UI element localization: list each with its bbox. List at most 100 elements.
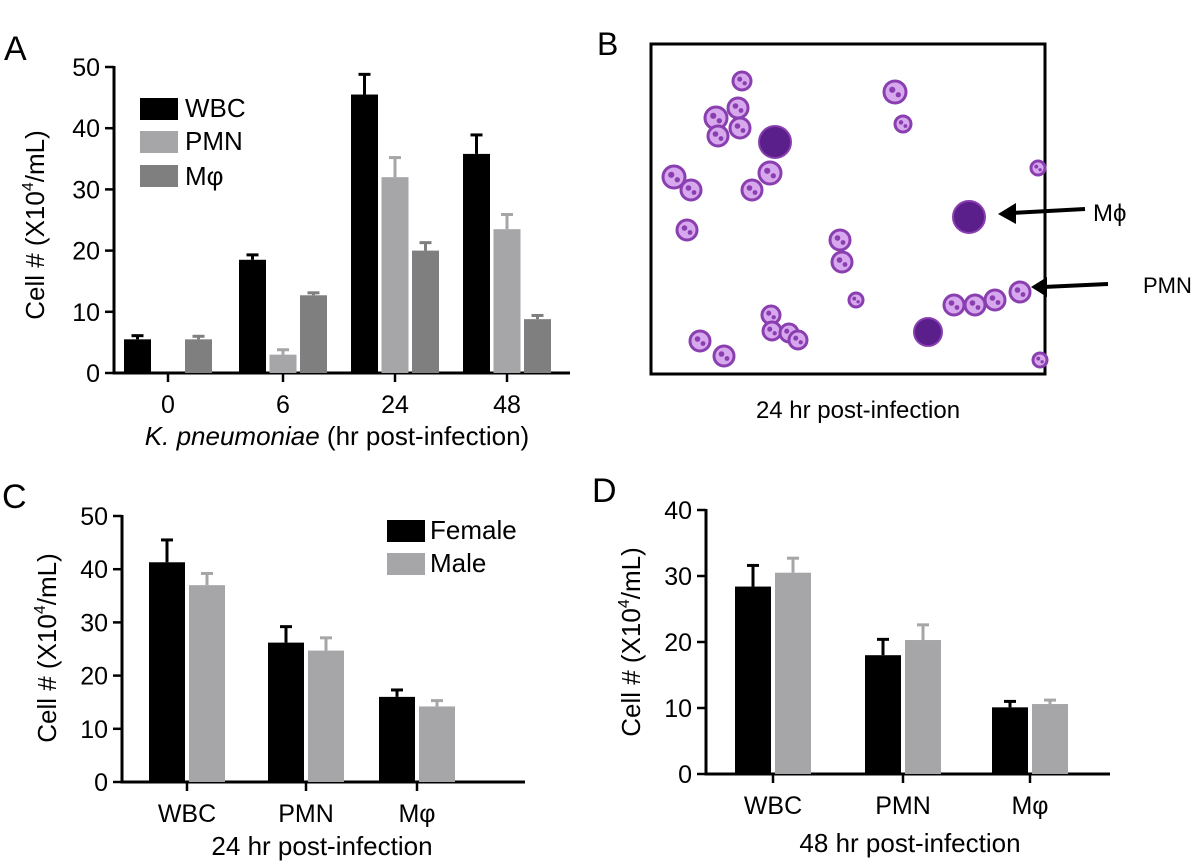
- micrograph-cell: [726, 96, 750, 120]
- micrograph-cell-nucleus: [975, 305, 981, 310]
- micrograph-cell-nucleus: [710, 112, 717, 119]
- legend-swatch-wbc: [140, 98, 178, 120]
- panelD-y-tick-label: 10: [664, 695, 692, 723]
- micrograph-cell-nucleus: [737, 76, 743, 82]
- micrograph-cell: [740, 178, 764, 202]
- micrograph-cells: [661, 70, 1049, 369]
- micrograph-cell-nucleus: [840, 240, 846, 245]
- panelC-y-tick-label: 50: [80, 503, 108, 531]
- pmn-annotation: PMN: [1143, 273, 1192, 298]
- micrograph-caption: 24 hr post-infection: [756, 397, 960, 424]
- panelA-m-48-bar: [524, 319, 551, 373]
- micrograph-cell-nucleus: [716, 118, 722, 124]
- micrograph-frame: [649, 42, 1047, 376]
- micrograph-cell: [963, 293, 987, 317]
- legend-label-female: Female: [430, 515, 517, 545]
- panel-a-y-axis-label: Cell # (X104/mL): [20, 130, 50, 320]
- micrograph-cell-nucleus: [1014, 287, 1021, 293]
- panelC-x-tick-label: Mφ: [398, 800, 435, 828]
- legend-swatch-mphi: [140, 165, 178, 187]
- panel-c-legend: Female Male: [387, 515, 517, 578]
- panelC-y-tick-label: 30: [80, 609, 108, 637]
- micrograph-cell-nucleus: [700, 341, 706, 346]
- legend-label-male: Male: [430, 548, 486, 578]
- micrograph-cell-nucleus: [668, 171, 675, 178]
- panelA-y-tick-label: 40: [72, 115, 100, 143]
- micrograph-cell: [728, 116, 752, 140]
- panelA-pmn-6-bar: [269, 354, 297, 373]
- micrograph-cell-nucleus: [742, 81, 747, 86]
- micrograph-cell-nucleus: [674, 177, 680, 183]
- panelA-x-tick-label: 6: [276, 391, 290, 419]
- micrograph-cell-nucleus: [694, 336, 701, 342]
- micrograph-cell-nucleus: [685, 185, 692, 191]
- micrograph-cell: [828, 228, 852, 252]
- micrograph-cell-nucleus: [746, 185, 753, 191]
- panelC-male-wbc-bar: [189, 585, 225, 782]
- panelA-x-tick-label: 48: [493, 391, 521, 419]
- micrograph-cell-nucleus: [691, 190, 697, 195]
- panelD-male-pmn-bar: [905, 640, 941, 774]
- micrograph-cell: [952, 200, 986, 234]
- micrograph-cell-nucleus: [767, 326, 773, 332]
- panelA-wbc-6-bar: [239, 259, 266, 373]
- panel-a: A Cell # (X104/mL) K. pneumoniae (hr pos…: [4, 30, 570, 451]
- panelC-x-tick-label: WBC: [158, 800, 216, 828]
- panelD-x-tick-label: PMN: [875, 792, 931, 820]
- panel-d-y-axis-label: Cell # (X104/mL): [616, 547, 646, 737]
- micrograph-cell-nucleus: [724, 356, 730, 361]
- micrograph-cell-nucleus: [856, 300, 860, 304]
- pmn-arrow: [1031, 277, 1109, 297]
- panelD-male-wbc-bar: [775, 572, 811, 774]
- micrograph-cell-nucleus: [889, 86, 896, 93]
- panelC-x-tick-label: PMN: [278, 800, 334, 828]
- legend-label-mphi: Mφ: [185, 161, 224, 191]
- micrograph-cell-nucleus: [752, 190, 758, 195]
- panel-a-x-axis-label: K. pneumoniae (hr post-infection): [145, 421, 529, 451]
- panelD-x-tick-label: WBC: [744, 792, 802, 820]
- micrograph-cell-nucleus: [740, 128, 746, 133]
- micrograph-cell-nucleus: [1034, 164, 1039, 169]
- panelD-y-tick-label: 40: [664, 497, 692, 525]
- micrograph-cell-nucleus: [798, 340, 803, 345]
- legend-label-pmn: PMN: [185, 126, 243, 156]
- micrograph-cell: [893, 114, 913, 134]
- micrograph-cell-nucleus: [771, 315, 776, 320]
- micrograph-cell: [1031, 351, 1049, 369]
- panelD-y-tick-label: 20: [664, 629, 692, 657]
- panelC-y-tick-label: 0: [94, 769, 108, 797]
- panel-a-label: A: [4, 30, 27, 68]
- micrograph-cell-nucleus: [834, 235, 841, 241]
- panelA-y-tick-label: 0: [86, 360, 100, 388]
- panelD-female-pmn-bar: [865, 655, 901, 774]
- panel-d: D Cell # (X104/mL) 48 hr post-infection …: [592, 472, 1110, 858]
- panel-a-legend: WBC PMN Mφ: [140, 93, 246, 191]
- micrograph-cell-nucleus: [718, 351, 725, 357]
- legend-swatch-female: [387, 520, 425, 542]
- panelA-wbc-0-bar: [124, 339, 151, 373]
- micrograph-cell-nucleus: [764, 167, 771, 174]
- micrograph-cell: [679, 178, 703, 202]
- panelA-y-tick-label: 30: [72, 176, 100, 204]
- micrograph-cell: [847, 291, 865, 309]
- micrograph-cell-nucleus: [734, 123, 741, 129]
- panel-c: C Cell # (X104/mL) 24 hr post-infection …: [2, 478, 525, 861]
- micrograph-cell-nucleus: [989, 295, 996, 301]
- legend-swatch-male: [387, 553, 425, 575]
- micrograph-cell: [787, 329, 809, 351]
- panel-d-x-axis-label: 48 hr post-infection: [799, 828, 1020, 858]
- panelC-female-m-bar: [379, 696, 415, 782]
- panelA-y-tick-label: 50: [72, 54, 100, 82]
- micrograph-cell: [731, 70, 753, 92]
- micrograph-cell: [942, 293, 966, 317]
- panelD-y-tick-label: 0: [678, 761, 692, 789]
- micrograph-cell: [758, 125, 792, 159]
- micrograph-cell-nucleus: [852, 296, 857, 301]
- panelD-female-m-bar: [992, 707, 1028, 774]
- micrograph-cell: [675, 218, 699, 242]
- panelA-y-tick-label: 20: [72, 238, 100, 266]
- micrograph-cell: [761, 320, 783, 342]
- panelA-y-tick-label: 10: [72, 299, 100, 327]
- micrograph-cell-nucleus: [772, 331, 777, 336]
